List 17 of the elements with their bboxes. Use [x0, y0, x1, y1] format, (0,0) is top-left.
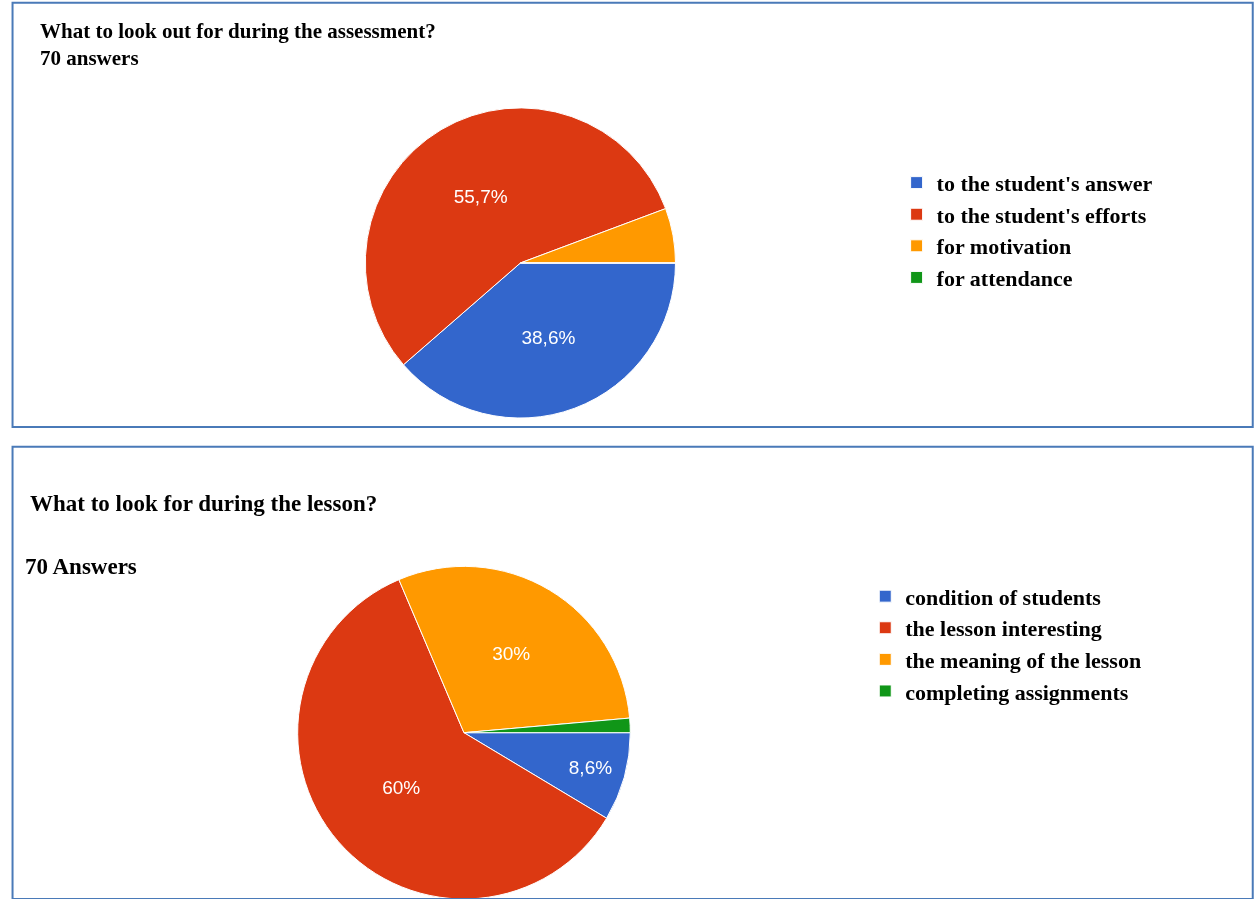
legend-label: condition of students [905, 584, 1102, 610]
text: 70 Answers [25, 554, 137, 579]
legend-label: to the student's answer [936, 171, 1153, 197]
chart-title: What to look for during the lesson? [30, 491, 378, 516]
legend-label: the meaning of the lesson [905, 647, 1142, 673]
data-label: 60% [382, 776, 421, 798]
legend-label: the lesson interesting [905, 616, 1102, 642]
data-label: 8,6% [568, 757, 613, 779]
legend-label: for attendance [936, 266, 1073, 291]
legend-label: completing assignments [905, 679, 1129, 705]
text: 70 answers [40, 46, 139, 70]
data-label: 38,6% [521, 327, 576, 349]
legend-label: for motivation [936, 234, 1072, 260]
legend-label: to the student's efforts [936, 202, 1147, 228]
data-label: 55,7% [453, 185, 508, 207]
data-label: 30% [492, 643, 531, 665]
chart-title: What to look out for during the assessment? [40, 19, 436, 43]
